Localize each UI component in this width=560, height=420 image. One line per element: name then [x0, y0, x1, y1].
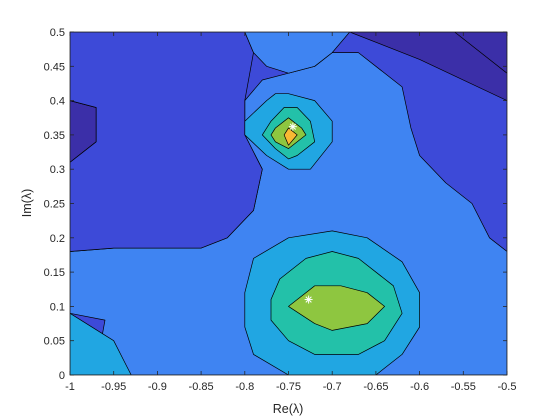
y-tick-label: 0.4	[50, 96, 65, 108]
y-tick-label: 0.25	[44, 199, 65, 211]
y-tick-label: 0.1	[50, 301, 65, 313]
marker-layer	[288, 122, 313, 304]
y-tick-label: 0	[59, 370, 65, 382]
y-tick-label: 0.3	[50, 164, 65, 176]
x-tick-label: -0.6	[410, 381, 429, 393]
x-tick-label: -0.55	[451, 381, 476, 393]
y-tick-label: 0.05	[44, 336, 65, 348]
x-tick-label: -0.95	[101, 381, 126, 393]
y-tick-label: 0.2	[50, 233, 65, 245]
y-axis-label: Im(λ)	[20, 189, 34, 217]
x-tick-label: -0.8	[235, 381, 254, 393]
x-tick-label: -0.75	[276, 381, 301, 393]
contour-region-level-7	[283, 127, 298, 146]
y-axis: 0 0.05 0.1 0.15 0.2 0.25 0.3 0.35 0.4 0.45 0.5	[44, 27, 507, 382]
y-tick-label: 0.45	[44, 61, 65, 73]
x-axis: -1 -0.95 -0.9 -0.85 -0.8 -0.75 -0.7 -0.65 -0.6 -0…	[65, 32, 516, 393]
contour-region-level-4	[70, 312, 132, 375]
x-axis-label: Re(λ)	[273, 402, 304, 416]
x-tick-label: -0.7	[323, 381, 342, 393]
y-tick-label: 0.15	[44, 267, 65, 279]
y-tick-label: 0.5	[50, 27, 65, 39]
x-tick-label: -0.65	[363, 381, 388, 393]
y-tick-label: 0.35	[44, 130, 65, 142]
x-tick-label: -0.9	[148, 381, 167, 393]
contour-region-level-3	[244, 32, 351, 74]
contour-region-level-2	[70, 32, 263, 252]
contour-fills	[70, 32, 507, 375]
contour-region-level-1	[454, 32, 507, 74]
contour-region-level-6	[288, 285, 385, 331]
x-tick-label: -0.85	[189, 381, 214, 393]
x-tick-label: -0.5	[498, 381, 517, 393]
x-tick-label: -1	[65, 381, 75, 393]
eigenvalue-marker	[288, 122, 297, 131]
eigenvalue-marker	[304, 295, 313, 304]
